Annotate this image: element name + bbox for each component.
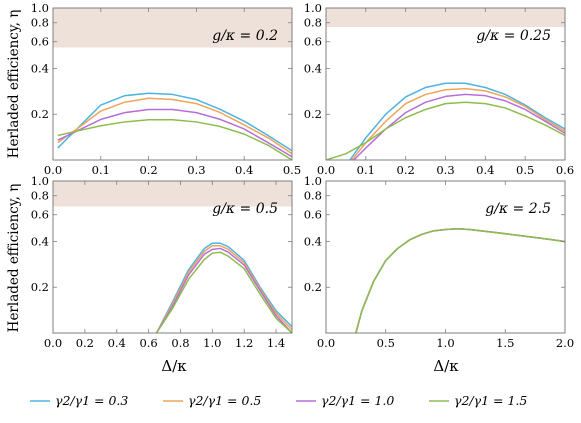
series-group xyxy=(57,92,292,160)
legend: γ2/γ1 = 0.3 γ2/γ1 = 0.5 γ2/γ1 = 1.0 γ2/γ1 =… xyxy=(30,393,527,408)
y-tick-label: 0.6 xyxy=(31,35,49,49)
x-tick-label: 0.2 xyxy=(139,163,157,177)
legend-label: γ2/γ1 = 0.3 xyxy=(55,393,128,408)
shaded-region xyxy=(326,8,565,27)
x-tick-label: 0.4 xyxy=(476,163,494,177)
series-line-4 xyxy=(57,119,292,160)
x-tick-label: 0.0 xyxy=(317,163,335,177)
y-tick-label: 0.8 xyxy=(304,16,322,30)
y-tick-label: 0.4 xyxy=(304,61,322,75)
panel-annotation: g/κ = 0.25 xyxy=(476,28,551,44)
y-tick-label: 1.0 xyxy=(304,1,322,15)
y-tick-label: 0.6 xyxy=(31,208,49,222)
panel-annotation: g/κ = 0.5 xyxy=(212,201,278,217)
x-tick-label: 1.0 xyxy=(203,336,221,350)
panel-1: 0.0 0.1 0.2 0.3 0.4 0.5 0.2 0.4 0.6 0.81.0 g/κ = 0… xyxy=(31,1,301,177)
series-group xyxy=(355,228,565,333)
series-line-3 xyxy=(155,247,292,333)
y-tick-label: 1.0 xyxy=(31,1,49,15)
series-line-4 xyxy=(155,251,292,333)
panel-2: 0.0 0.1 0.2 0.3 0.4 0.5 0.6 0.2 0.4 0.6 0.81.0 g/κ … xyxy=(304,1,574,177)
y-tick-label: 0.8 xyxy=(304,189,322,203)
x-tick-label: 0.2 xyxy=(397,163,415,177)
y-tick-label: 0.6 xyxy=(304,208,322,222)
series-line-2 xyxy=(57,97,292,155)
x-tick-label: 0.5 xyxy=(377,336,395,350)
x-tick-label: 0.5 xyxy=(283,163,301,177)
x-tick-label: 0.3 xyxy=(436,163,454,177)
x-tick-label: 0.0 xyxy=(317,336,335,350)
series-line-2 xyxy=(351,87,565,160)
y-tick-label: 0.8 xyxy=(31,189,49,203)
series-line-1 xyxy=(355,228,565,333)
shaded-region xyxy=(53,8,292,48)
y-tick-label: 0.2 xyxy=(31,280,49,294)
y-tick-label: 0.2 xyxy=(304,107,322,121)
y-tick-label: 0.6 xyxy=(304,35,322,49)
series-line-1 xyxy=(349,82,565,160)
legend-label: γ2/γ1 = 1.0 xyxy=(321,393,394,408)
series-line-1 xyxy=(155,242,292,333)
x-tick-label: 0.0 xyxy=(44,163,62,177)
x-axis-label-left: Δ/κ xyxy=(161,357,187,375)
x-tick-label: 0.1 xyxy=(92,163,110,177)
panel-3: 0.0 0.2 0.4 0.6 0.8 1.0 1.2 1.40.20.40.60.81.0g… xyxy=(31,174,293,350)
x-tick-label: 1.2 xyxy=(235,336,253,350)
x-tick-label: 0.5 xyxy=(516,163,534,177)
x-tick-label: 2.0 xyxy=(556,336,574,350)
series-line-3 xyxy=(355,228,565,333)
series-line-4 xyxy=(326,101,565,160)
y-tick-label: 1.0 xyxy=(31,174,49,188)
series-line-4 xyxy=(355,228,565,333)
legend-label: γ2/γ1 = 0.5 xyxy=(188,393,261,408)
legend-label: γ2/γ1 = 1.5 xyxy=(454,393,527,408)
panel-annotation: g/κ = 2.5 xyxy=(485,201,551,217)
y-axis-label-top: Herladed efficiency, η xyxy=(6,10,22,159)
x-tick-label: 0.0 xyxy=(44,336,62,350)
series-line-2 xyxy=(355,228,565,333)
series-line-3 xyxy=(57,108,292,158)
panel-4: 0.0 0.5 1.0 1.5 2.00.20.40.60.81.0g/κ = 2.5 xyxy=(304,174,574,350)
x-tick-label: 1.4 xyxy=(267,336,285,350)
y-tick-label: 1.0 xyxy=(304,174,322,188)
y-tick-label: 0.2 xyxy=(31,107,49,121)
x-tick-label: 0.4 xyxy=(235,163,253,177)
x-tick-label: 1.0 xyxy=(436,336,454,350)
x-tick-label: 0.1 xyxy=(357,163,375,177)
x-axis-label-right: Δ/κ xyxy=(433,357,459,375)
x-tick-label: 0.4 xyxy=(108,336,126,350)
y-tick-label: 0.4 xyxy=(31,61,49,75)
x-tick-label: 1.5 xyxy=(496,336,514,350)
y-tick-label: 0.4 xyxy=(31,234,49,248)
x-tick-label: 0.6 xyxy=(556,163,574,177)
y-tick-label: 0.4 xyxy=(304,234,322,248)
x-tick-label: 0.2 xyxy=(76,336,94,350)
panel-frame xyxy=(52,7,293,161)
shaded-region xyxy=(53,181,292,207)
panel-frame xyxy=(52,180,293,334)
y-axis-label-bottom: Herladed efficiency, η xyxy=(6,184,22,333)
series-group xyxy=(326,82,565,160)
x-tick-label: 0.6 xyxy=(139,336,157,350)
y-tick-label: 0.8 xyxy=(31,16,49,30)
series-line-2 xyxy=(155,245,292,333)
x-tick-label: 0.8 xyxy=(171,336,189,350)
x-tick-label: 0.3 xyxy=(187,163,205,177)
series-group xyxy=(155,242,292,333)
series-line-1 xyxy=(57,92,292,152)
series-line-3 xyxy=(353,93,565,160)
panel-annotation: g/κ = 0.2 xyxy=(212,28,278,44)
y-tick-label: 0.2 xyxy=(304,280,322,294)
